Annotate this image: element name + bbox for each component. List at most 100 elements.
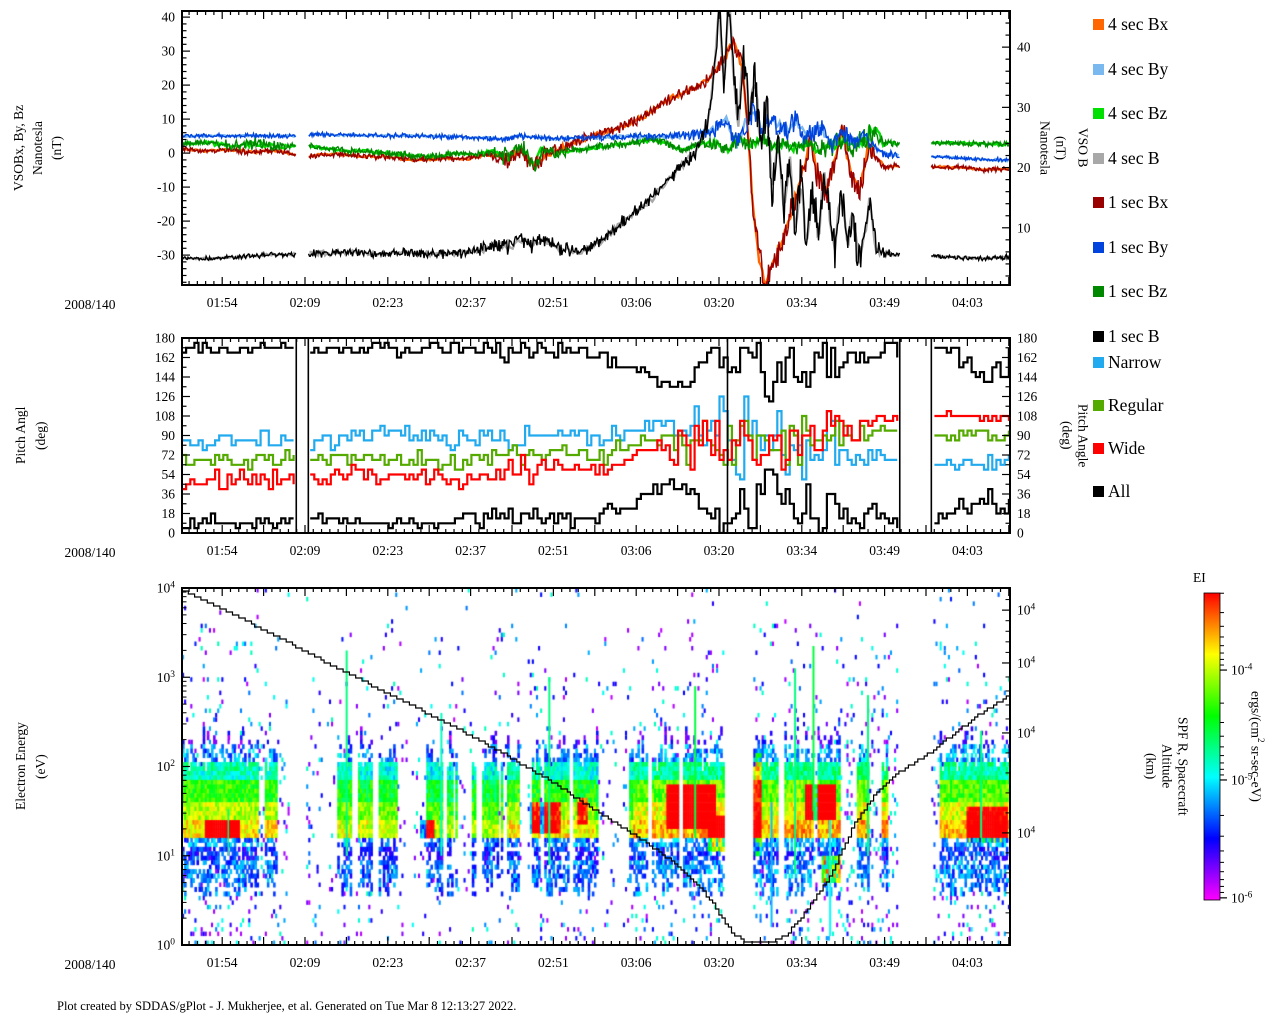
legend-item-4-sec-bx: 4 sec Bx [1093, 14, 1168, 35]
legend-item-narrow: Narrow [1093, 352, 1161, 373]
spacecraft-altitude-trace [182, 590, 1010, 943]
tick-label: 02:51 [538, 543, 569, 558]
legend-label: 1 sec Bz [1108, 281, 1168, 301]
series-1-sec-By [182, 101, 1010, 164]
tick-label: 54 [1017, 467, 1031, 482]
mag-panel: 01:54 02:09 02:23 02:37 02:51 03:06 03:20 03:34… [157, 10, 1031, 310]
tick-label: 30 [1017, 100, 1031, 115]
tick-label: -30 [157, 248, 175, 263]
tick-label: 03:20 [704, 543, 735, 558]
tick-label: 04:03 [952, 543, 983, 558]
tick-label: 03:34 [786, 543, 817, 558]
legend-item-1-sec-bz: 1 sec Bz [1093, 281, 1167, 302]
tick-label: 126 [155, 389, 176, 404]
espec-left-axis-label-2: (eV) [33, 754, 48, 779]
tick-label: 03:20 [704, 955, 735, 970]
legend-label: 4 sec Bx [1108, 14, 1169, 34]
mag-right-axis-label-2: (nT) [1053, 136, 1069, 160]
tick-label: 02:37 [455, 955, 486, 970]
tick-label: 03:20 [704, 295, 735, 310]
tick-label: 104 [1017, 603, 1036, 618]
colorbar-unit-post: sr-sec-eV) [1248, 742, 1264, 802]
espec-left-axis-label-1: Electron Energy [13, 722, 28, 811]
tick-label: 03:06 [621, 295, 652, 310]
legend-label: All [1108, 481, 1131, 501]
tick-label: 104 [1017, 655, 1036, 670]
legend-label: Narrow [1108, 352, 1162, 372]
mag-left-axis-label-1: VSOBx, By, Bz [11, 104, 26, 192]
tick-label: 02:37 [455, 543, 486, 558]
mag-right-axis-title: VSO B [1075, 128, 1091, 168]
tick-label: 02:09 [290, 543, 321, 558]
tick-label: 10 [1017, 220, 1031, 235]
legend-label: 4 sec B [1108, 147, 1160, 168]
pitch-left-axis-label-1: Pitch Angl [13, 406, 28, 465]
legend-swatch-icon [1093, 443, 1104, 454]
electron-energy-spectrogram [182, 588, 1010, 945]
tick-label: 108 [155, 409, 176, 424]
pitch-right-axis-label-2: (deg) [1059, 421, 1075, 450]
tick-label: 02:23 [372, 955, 403, 970]
tick-label: 20 [1017, 160, 1031, 175]
series-Wide [182, 410, 1010, 491]
espec-panel: 01:54 02:09 02:23 02:37 02:51 03:06 03:20 03:34… [157, 581, 1036, 971]
tick-label: 104 [1017, 725, 1036, 740]
tick-label: 108 [1017, 409, 1038, 424]
tick-label: 20 [162, 78, 176, 93]
series-Regular [182, 414, 1010, 471]
tick-label: 02:23 [372, 295, 403, 310]
panel-border [181, 10, 1011, 286]
tick-label: 162 [1017, 350, 1037, 365]
tick-label: -20 [157, 214, 175, 229]
tick-label: 04:03 [952, 955, 983, 970]
legend-swatch-icon [1093, 486, 1104, 497]
legend-item-4-sec-bz: 4 sec Bz [1093, 103, 1167, 124]
tick-label: 02:51 [538, 295, 569, 310]
panel-border [181, 587, 1011, 946]
tick-label: 144 [155, 370, 176, 385]
series-1-sec-B [182, 11, 1010, 269]
tick-label: 40 [1017, 40, 1031, 55]
tick-label: -10 [157, 180, 175, 195]
tick-label: 100 [157, 938, 176, 953]
legend-label: 4 sec Bz [1108, 103, 1168, 123]
legend-label: 1 sec B [1108, 325, 1160, 346]
mag-series [182, 11, 1010, 285]
mag-right-axis-label-1: Nanotesla [1037, 121, 1053, 175]
tick-label: 03:06 [621, 543, 652, 558]
tick-label: 01:54 [207, 955, 238, 970]
tick-label: 40 [162, 10, 176, 25]
tick-label: 10-4 [1231, 663, 1253, 678]
tick-label: 03:34 [786, 955, 817, 970]
date-label-pitch: 2008/140 [64, 545, 116, 560]
altitude-axis-label-2: Altitude [1159, 744, 1175, 789]
tick-label: 01:54 [207, 543, 238, 558]
series-All-upper [182, 341, 1010, 403]
tick-label: 54 [162, 467, 176, 482]
series-All-lower [182, 468, 1010, 533]
date-label-mag: 2008/140 [64, 297, 116, 312]
legend-item-wide: Wide [1093, 438, 1145, 459]
legend-label: 1 sec By [1108, 236, 1169, 257]
tick-label: 02:51 [538, 955, 569, 970]
tick-label: 03:49 [869, 295, 900, 310]
tick-label: 144 [1017, 370, 1038, 385]
tick-label: 04:03 [952, 295, 983, 310]
legend-swatch-icon [1093, 19, 1104, 30]
tick-label: 180 [155, 331, 176, 346]
legend-label: Regular [1108, 395, 1164, 415]
tick-label: 36 [1017, 487, 1031, 502]
tick-label: 162 [155, 350, 175, 365]
tick-label: 02:09 [290, 955, 321, 970]
tick-label: 0 [1017, 526, 1024, 541]
tick-label: 18 [1017, 506, 1031, 521]
tick-label: 90 [162, 428, 176, 443]
colorbar-gradient [1203, 592, 1221, 901]
legend: 4 sec Bx 4 sec By 4 sec Bz 4 sec B 1 sec Bx 1… [1093, 0, 1273, 540]
date-label-espec: 2008/140 [64, 957, 116, 972]
pitch-right-axis-label-1: Pitch Angle [1075, 403, 1091, 468]
legend-label: 1 sec Bx [1108, 192, 1169, 212]
series-4-sec-Bx [182, 36, 1010, 285]
colorbar-unit-pre: ergs/(cm [1248, 691, 1264, 739]
